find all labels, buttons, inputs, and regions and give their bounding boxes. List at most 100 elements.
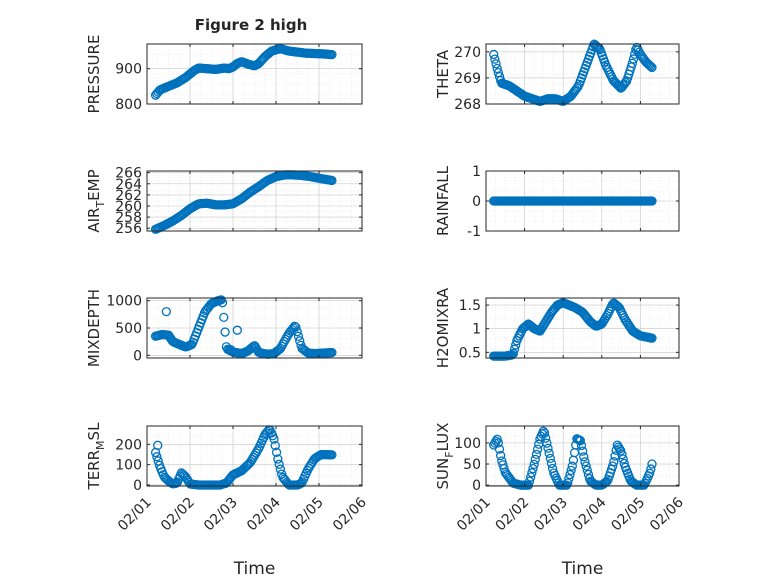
- data-point: [610, 451, 620, 461]
- y-tick-label: 0.5: [459, 345, 481, 361]
- data-point: [620, 77, 631, 88]
- y-tick-label: 1000: [106, 294, 142, 310]
- data-point: [524, 476, 535, 486]
- data-point: [327, 347, 337, 358]
- data-point: [161, 306, 172, 317]
- axes-frame: [485, 297, 680, 359]
- data-point: [566, 465, 576, 476]
- y-tick-label: 256: [115, 221, 142, 237]
- data-point: [530, 454, 540, 465]
- data-point: [567, 461, 577, 471]
- data-point: [645, 60, 655, 71]
- data-point: [647, 459, 657, 469]
- y-axis-label: PRESSURE: [85, 35, 103, 114]
- data-point: [327, 49, 337, 60]
- data-point: [646, 464, 656, 474]
- y-tick-label: 500: [115, 321, 142, 337]
- data-point: [273, 454, 283, 464]
- data-point: [291, 322, 301, 332]
- data-point: [628, 54, 639, 64]
- y-tick-label: 1: [472, 322, 481, 338]
- y-tick-label: 800: [115, 97, 142, 113]
- data-point: [491, 59, 501, 69]
- data-point: [579, 452, 589, 462]
- x-tick-label: 02/06: [330, 494, 370, 534]
- y-tick-label: 268: [454, 97, 481, 113]
- data-point: [289, 321, 300, 331]
- data-point: [546, 458, 557, 469]
- y-tick-label: 0: [133, 348, 142, 364]
- data-point: [247, 342, 257, 353]
- y-tick-label: 50: [463, 457, 481, 473]
- data-point: [496, 450, 506, 461]
- y-tick-label: 200: [115, 437, 142, 453]
- data-point: [292, 327, 302, 337]
- x-tick-label: 02/05: [608, 495, 648, 535]
- axes-frame: [146, 425, 363, 487]
- data-point: [576, 440, 587, 451]
- x-axis-label: Time: [561, 559, 604, 579]
- data-point: [617, 449, 627, 460]
- y-axis-label: SUNFLUX: [434, 423, 456, 490]
- data-point: [580, 457, 590, 467]
- y-axis-label: RAINFALL: [434, 165, 452, 236]
- axes-frame: [146, 43, 363, 105]
- data-point: [526, 472, 536, 482]
- y-tick-label: 262: [115, 188, 142, 204]
- y-tick-label: -1: [467, 224, 481, 240]
- x-tick-label: 02/01: [454, 495, 494, 535]
- data-point: [575, 436, 586, 446]
- y-tick-label: 0: [472, 194, 481, 210]
- data-point: [609, 457, 619, 467]
- y-tick-label: 258: [115, 210, 142, 226]
- data-point: [527, 468, 537, 478]
- data-point: [511, 340, 521, 350]
- data-point: [220, 327, 230, 337]
- data-point: [528, 463, 538, 474]
- data-point: [618, 454, 628, 464]
- axes-frame: [485, 43, 680, 105]
- data-point: [608, 461, 618, 471]
- data-point: [563, 478, 573, 488]
- data-point: [582, 465, 592, 475]
- data-point: [269, 434, 279, 444]
- data-point: [565, 469, 575, 480]
- subplot-6: 0.5 1 1.5 H2OMIXRA: [434, 287, 680, 368]
- data-point: [627, 58, 637, 68]
- x-tick-label: 02/04: [570, 494, 610, 534]
- data-point: [274, 459, 284, 469]
- axes-frame: [146, 170, 363, 232]
- y-tick-label: 1.5: [459, 298, 481, 314]
- data-point: [270, 440, 280, 451]
- subplot-7: 0 100 200 02/01 02/02 02/03 02/04 02/05 02/06 TER…: [85, 422, 370, 579]
- y-axis-label: H2OMIXRA: [434, 287, 452, 368]
- x-tick-label: 02/03: [531, 495, 571, 535]
- y-tick-label: 264: [115, 177, 142, 193]
- data-point: [489, 49, 499, 60]
- x-tick-label: 02/04: [244, 494, 284, 534]
- x-tick-label: 02/01: [115, 495, 155, 535]
- figure-title: Figure 2 high: [195, 16, 308, 34]
- subplot-1: 800 900 PRESSURE: [85, 35, 363, 114]
- data-point: [153, 440, 163, 450]
- y-axis-label: MIXDEPTH: [85, 289, 103, 367]
- x-tick-label: 02/06: [647, 494, 687, 534]
- y-tick-label: 900: [115, 62, 142, 78]
- y-axis-label: THETA: [434, 49, 452, 99]
- data-point: [564, 474, 574, 484]
- data-point: [491, 436, 501, 446]
- data-point: [327, 450, 337, 460]
- y-tick-label: 0: [133, 478, 142, 494]
- data-point: [614, 444, 625, 454]
- data-point: [509, 344, 520, 354]
- y-tick-label: 269: [454, 71, 481, 87]
- y-tick-label: 0: [472, 478, 481, 494]
- data-point: [647, 333, 657, 343]
- x-tick-label: 02/02: [493, 495, 533, 535]
- x-tick-label: 02/05: [287, 495, 327, 535]
- data-point: [186, 339, 197, 350]
- y-axis-label: TERRMSL: [85, 422, 107, 491]
- subplot-4: -1 0 1 RAINFALL: [434, 164, 680, 240]
- y-tick-label: 1: [472, 164, 481, 180]
